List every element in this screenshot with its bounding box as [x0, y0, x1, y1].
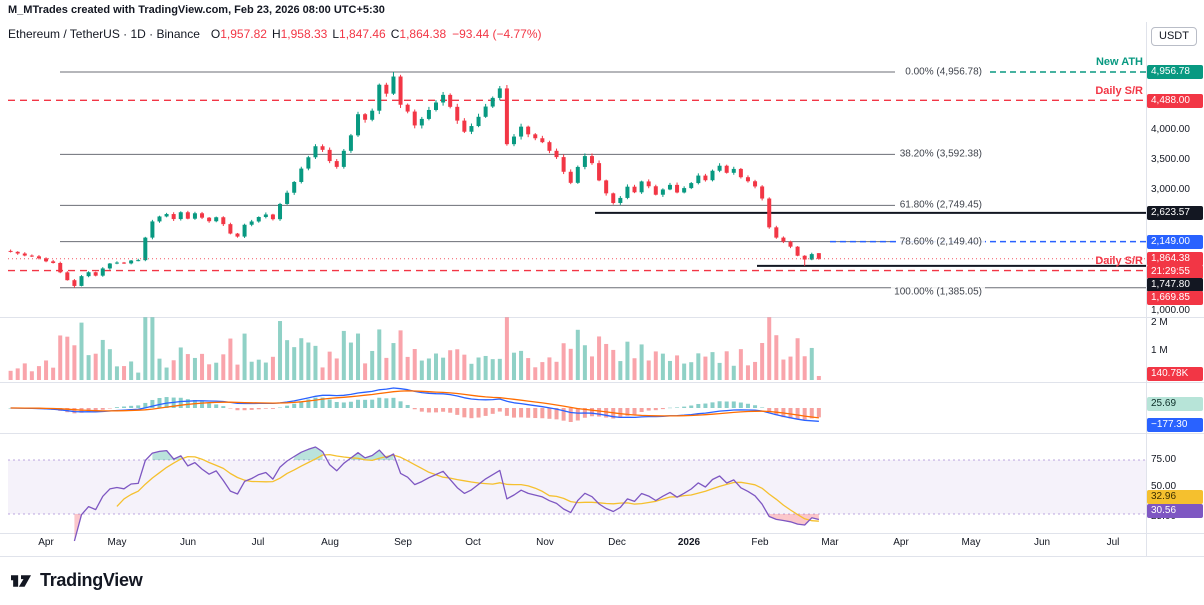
tradingview-logo-icon[interactable] — [8, 571, 34, 591]
time-label: Mar — [821, 537, 839, 548]
price-label: 50.00 — [1151, 481, 1177, 492]
close-label: C — [390, 27, 400, 41]
price-badge: 4,488.00 — [1147, 94, 1203, 108]
time-label: May — [107, 537, 127, 548]
rsi-badge: 32.96 — [1147, 490, 1203, 504]
support-rays — [595, 211, 1146, 267]
rsi-badge: 30.56 — [1147, 504, 1203, 518]
rsi-band — [8, 459, 1146, 515]
candles-layer — [8, 72, 821, 288]
footer: TradingView — [8, 570, 143, 591]
price-label: 2 M — [1151, 317, 1168, 328]
time-label: Oct — [465, 537, 481, 548]
price-badge: 1,864.38 — [1147, 252, 1203, 266]
time-label: Jul — [251, 537, 265, 548]
pane-separators — [0, 22, 1204, 557]
time-label: Sep — [394, 537, 412, 548]
price-badge: 2,623.57 — [1147, 206, 1203, 220]
low-label: L — [332, 27, 340, 41]
volume-layer — [8, 317, 821, 380]
change-value: −93.44 (−4.77%) — [452, 27, 542, 41]
high-value: 1,958.33 — [280, 27, 328, 41]
price-badge: 21:29:55 — [1147, 265, 1203, 279]
price-label: 75.00 — [1151, 454, 1177, 465]
price-badge: 1,669.85 — [1147, 291, 1203, 305]
macd-badge: −177.30 — [1147, 418, 1203, 432]
time-label: Jun — [179, 537, 197, 548]
fib-label: 38.20% (3,592.38) — [896, 148, 985, 160]
time-label: Jul — [1106, 537, 1120, 548]
time-label: Nov — [536, 537, 554, 548]
daily-sr-lines — [8, 99, 1146, 272]
daily-sr-label: Daily S/R — [1095, 255, 1143, 267]
fib-label: 100.00% (1,385.05) — [891, 286, 985, 298]
price-badge: 2,149.00 — [1147, 235, 1203, 249]
currency-toggle-usdt[interactable]: USDT — [1151, 27, 1197, 46]
macd-lines — [10, 387, 819, 422]
attribution-text: M_MTrades created with TradingView.com, … — [8, 4, 385, 16]
time-label: May — [961, 537, 981, 548]
close-value: 1,864.38 — [399, 27, 447, 41]
volume-badge: 140.78K — [1147, 367, 1203, 381]
tradingview-logo-text[interactable]: TradingView — [40, 570, 143, 590]
price-badge: 1,747.80 — [1147, 278, 1203, 292]
price-label: 4,000.00 — [1151, 124, 1190, 135]
level-dashed-lines — [830, 71, 1146, 243]
symbol-info: Ethereum / TetherUS · 1D · Binance O1,957… — [8, 27, 542, 41]
time-label: Dec — [608, 537, 626, 548]
price-label: 3,000.00 — [1151, 184, 1190, 195]
time-label: 2026 — [677, 537, 701, 548]
price-label: 1 M — [1151, 345, 1168, 356]
open-value: 1,957.82 — [220, 27, 267, 41]
fib-label: 61.80% (2,749.45) — [896, 199, 985, 211]
fib-label: 0.00% (4,956.78) — [902, 66, 985, 78]
time-label: Jun — [1033, 537, 1051, 548]
high-label: H — [271, 27, 281, 41]
price-badge: 4,956.78 — [1147, 65, 1203, 79]
ohlc-values: O1,957.82 H1,958.33 L1,847.46 C1,864.38 −93.… — [206, 27, 542, 41]
time-label: Apr — [38, 537, 54, 548]
symbol-title: Ethereum / TetherUS · 1D · Binance — [8, 27, 200, 41]
fib-label: 78.60% (2,149.40) — [896, 236, 985, 248]
price-label: 1,000.00 — [1151, 305, 1190, 316]
new-ath-label: New ATH — [1095, 56, 1143, 68]
rsi-lines — [73, 446, 820, 542]
time-label: Apr — [893, 537, 909, 548]
time-label: Aug — [321, 537, 339, 548]
time-label: Feb — [751, 537, 769, 548]
macd-badge: 25.69 — [1147, 397, 1203, 411]
open-label: O — [210, 27, 221, 41]
low-value: 1,847.46 — [339, 27, 386, 41]
daily-sr-label: Daily S/R — [1095, 85, 1143, 97]
price-label: 3,500.00 — [1151, 154, 1190, 165]
